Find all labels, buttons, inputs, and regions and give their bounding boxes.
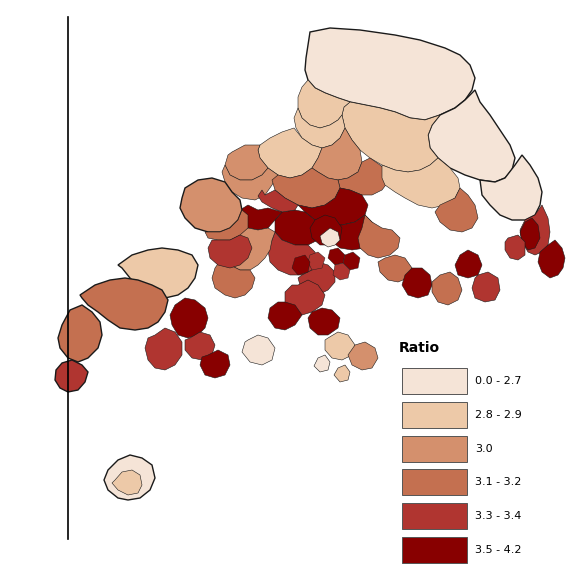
Polygon shape <box>222 165 278 200</box>
Polygon shape <box>428 90 515 182</box>
Polygon shape <box>170 298 208 338</box>
Polygon shape <box>310 215 342 245</box>
Polygon shape <box>338 158 388 195</box>
Polygon shape <box>55 360 88 392</box>
Polygon shape <box>432 272 462 305</box>
Polygon shape <box>218 228 275 270</box>
Text: 3.0: 3.0 <box>475 444 493 454</box>
Polygon shape <box>314 355 330 372</box>
Polygon shape <box>320 228 340 247</box>
Polygon shape <box>308 308 340 335</box>
Polygon shape <box>325 332 355 360</box>
Polygon shape <box>402 268 432 298</box>
Polygon shape <box>225 145 268 180</box>
Polygon shape <box>472 272 500 302</box>
Polygon shape <box>185 332 215 360</box>
Polygon shape <box>505 235 525 260</box>
FancyBboxPatch shape <box>402 503 467 529</box>
Polygon shape <box>212 258 255 298</box>
Polygon shape <box>305 28 475 120</box>
Polygon shape <box>312 128 362 180</box>
Polygon shape <box>378 255 412 282</box>
Polygon shape <box>258 190 298 212</box>
Polygon shape <box>520 205 550 255</box>
Polygon shape <box>104 455 155 500</box>
Polygon shape <box>298 80 350 128</box>
Polygon shape <box>275 210 328 245</box>
Polygon shape <box>200 350 230 378</box>
Polygon shape <box>348 342 378 370</box>
Polygon shape <box>205 210 248 240</box>
Polygon shape <box>242 335 275 365</box>
FancyBboxPatch shape <box>402 436 467 462</box>
Polygon shape <box>480 155 542 220</box>
Polygon shape <box>455 250 482 278</box>
Polygon shape <box>343 252 360 270</box>
Polygon shape <box>80 278 168 330</box>
Polygon shape <box>180 178 242 232</box>
Polygon shape <box>294 108 345 148</box>
Text: 0.0 - 2.7: 0.0 - 2.7 <box>475 376 522 386</box>
FancyBboxPatch shape <box>402 368 467 394</box>
FancyBboxPatch shape <box>402 402 467 428</box>
Polygon shape <box>208 235 252 268</box>
Polygon shape <box>358 215 400 258</box>
Polygon shape <box>435 188 478 232</box>
Polygon shape <box>328 248 345 265</box>
Polygon shape <box>382 158 460 208</box>
FancyBboxPatch shape <box>402 469 467 495</box>
Polygon shape <box>298 262 335 295</box>
Text: 3.3 - 3.4: 3.3 - 3.4 <box>475 511 522 521</box>
Polygon shape <box>342 102 440 172</box>
FancyBboxPatch shape <box>402 536 467 563</box>
Polygon shape <box>538 240 565 278</box>
Polygon shape <box>298 188 368 225</box>
Text: 2.8 - 2.9: 2.8 - 2.9 <box>475 410 522 420</box>
Polygon shape <box>285 280 325 315</box>
Text: 3.1 - 3.2: 3.1 - 3.2 <box>475 477 522 487</box>
Polygon shape <box>58 305 102 362</box>
Polygon shape <box>520 218 540 250</box>
Polygon shape <box>268 302 302 330</box>
Polygon shape <box>112 470 142 495</box>
Text: 3.5 - 4.2: 3.5 - 4.2 <box>475 545 522 554</box>
Polygon shape <box>292 255 310 275</box>
Polygon shape <box>334 365 350 382</box>
Polygon shape <box>272 168 340 208</box>
Polygon shape <box>258 128 322 178</box>
Polygon shape <box>268 232 318 275</box>
Text: Ratio: Ratio <box>399 341 440 355</box>
Polygon shape <box>240 205 282 230</box>
Polygon shape <box>333 263 350 280</box>
Polygon shape <box>308 252 325 270</box>
Polygon shape <box>325 215 378 250</box>
Polygon shape <box>145 328 182 370</box>
Polygon shape <box>118 248 198 298</box>
